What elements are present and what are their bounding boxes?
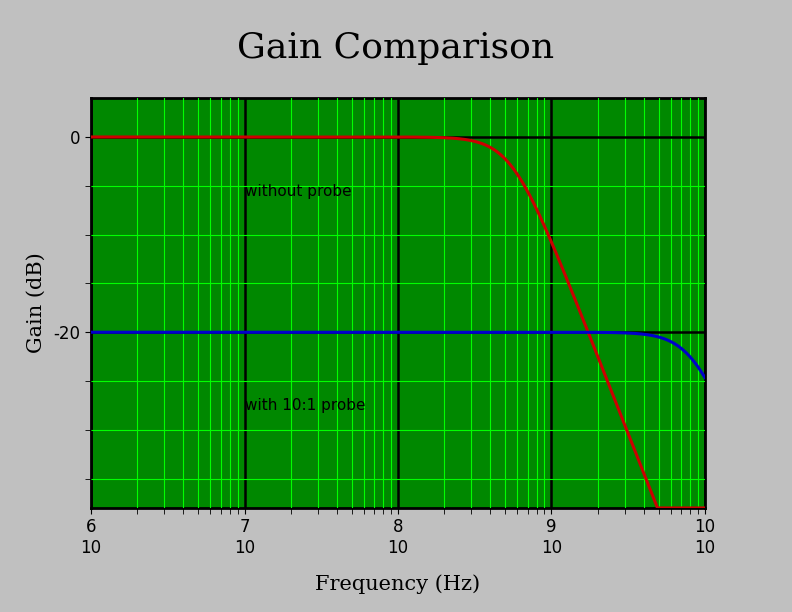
Y-axis label: Gain (dB): Gain (dB) — [26, 253, 45, 353]
Text: Gain Comparison: Gain Comparison — [238, 31, 554, 65]
X-axis label: Frequency (Hz): Frequency (Hz) — [315, 574, 481, 594]
Text: with 10:1 probe: with 10:1 probe — [245, 398, 365, 413]
Text: without probe: without probe — [245, 184, 351, 198]
